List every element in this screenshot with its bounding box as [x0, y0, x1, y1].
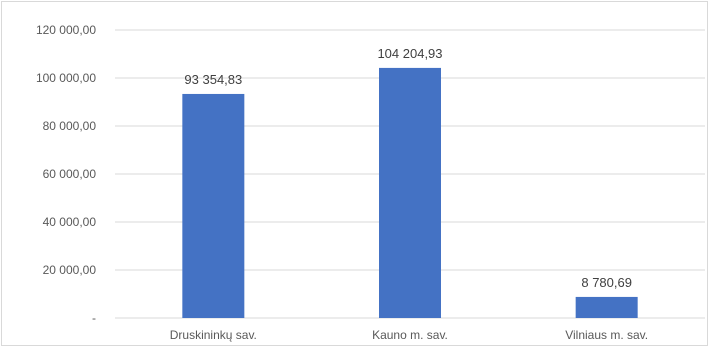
- y-tick-label: 60 000,00: [43, 167, 97, 181]
- y-tick-label: 120 000,00: [36, 23, 96, 37]
- category-label: Druskininkų sav.: [170, 328, 257, 342]
- bar: [182, 93, 245, 318]
- bars: [182, 67, 638, 318]
- data-labels: 93 354,83 104 204,93 8 780,69: [184, 46, 632, 290]
- y-tick-label: 80 000,00: [43, 119, 97, 133]
- bar: [575, 296, 638, 318]
- y-tick-label: 20 000,00: [43, 263, 97, 277]
- data-label: 93 354,83: [184, 72, 242, 87]
- category-label: Kauno m. sav.: [372, 328, 448, 342]
- data-label: 8 780,69: [581, 275, 632, 290]
- data-label: 104 204,93: [377, 46, 442, 61]
- y-tick-label: -: [92, 311, 96, 325]
- x-axis-category-labels: Druskininkų sav. Kauno m. sav. Vilniaus m.…: [170, 328, 648, 342]
- y-axis-tick-labels: - 20 000,00 40 000,00 60 000,00 80 000,00 100…: [36, 23, 96, 325]
- bar: [379, 67, 441, 318]
- y-tick-label: 40 000,00: [43, 215, 97, 229]
- category-label: Vilniaus m. sav.: [565, 328, 648, 342]
- y-tick-label: 100 000,00: [36, 71, 96, 85]
